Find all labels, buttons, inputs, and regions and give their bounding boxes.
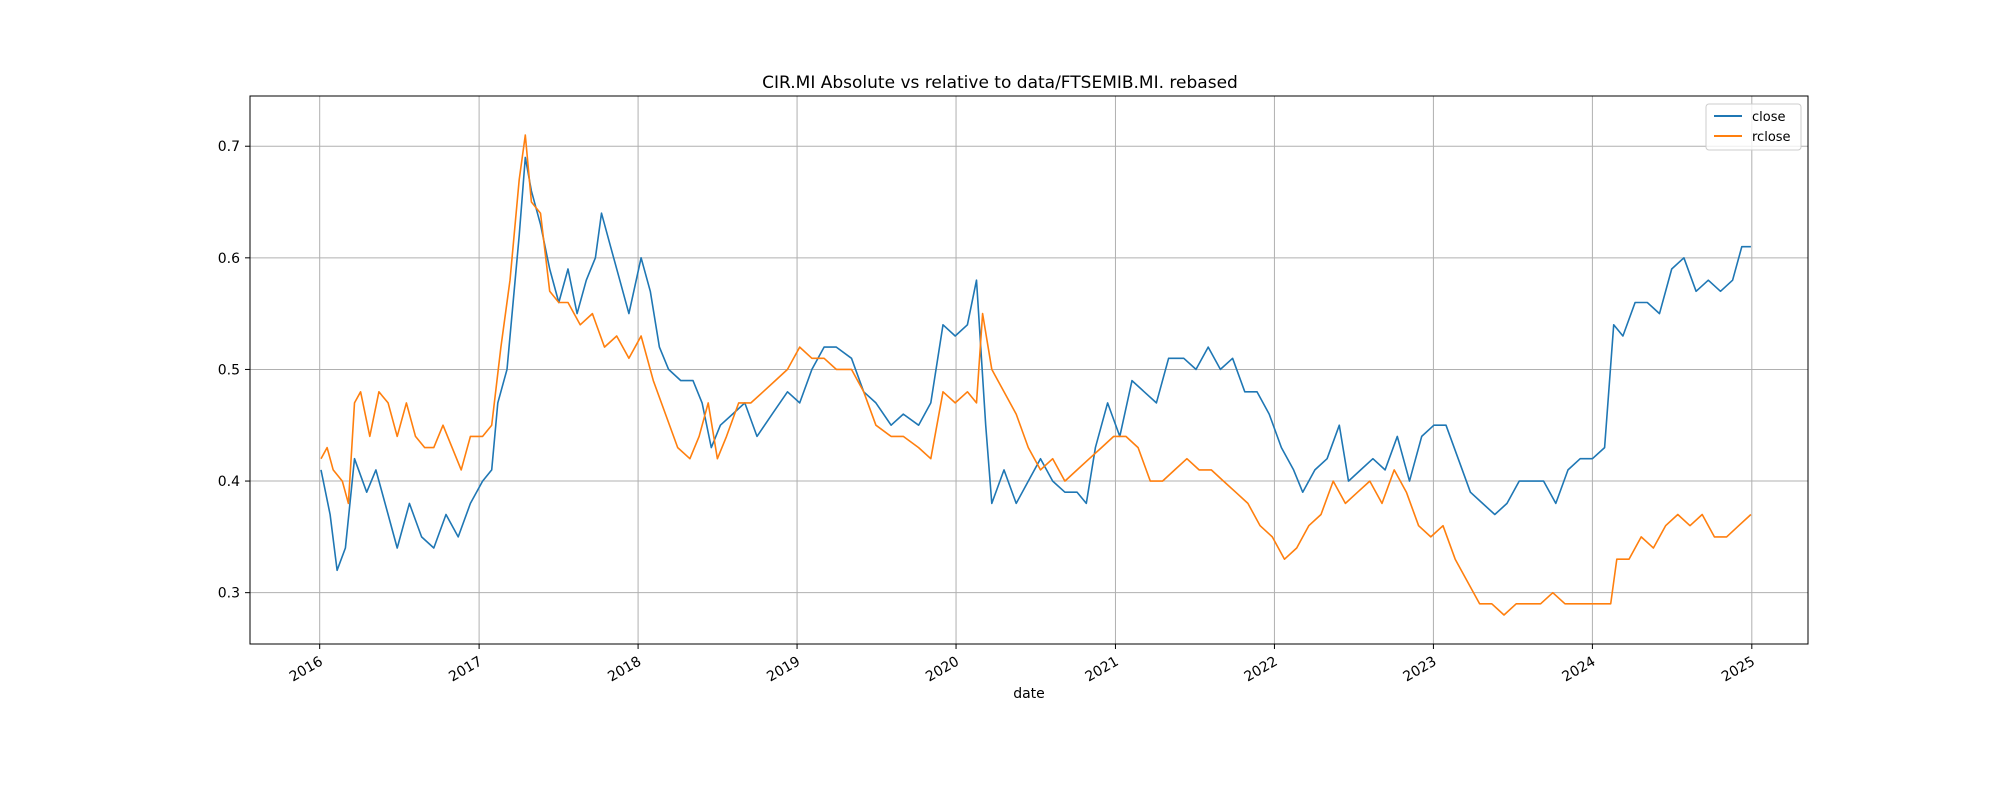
series-line-rclose	[320, 134, 1752, 616]
plot-frame	[249, 95, 1809, 645]
y-tick-label: 0.4	[218, 474, 240, 490]
chart-title: CIR.MI Absolute vs relative to data/FTSE…	[762, 73, 1238, 93]
legend-label-close: close	[1752, 110, 1785, 125]
y-tick-label: 0.6	[218, 251, 240, 267]
y-tick-label: 0.5	[218, 362, 240, 378]
x-axis-label: date	[1013, 686, 1045, 702]
legend-label-rclose: rclose	[1752, 130, 1791, 145]
series-layer	[320, 134, 1752, 616]
y-tick-label: 0.3	[218, 586, 240, 602]
y-axis: 0.3 0.4 0.5 0.6 0.7	[218, 139, 250, 602]
y-tick-label: 0.7	[218, 139, 240, 155]
series-line-close	[320, 156, 1751, 572]
legend: close rclose	[1705, 103, 1802, 151]
